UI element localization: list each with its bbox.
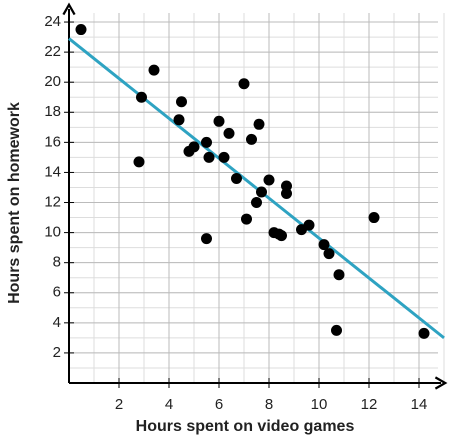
point: [183, 145, 195, 157]
x-axis-title: Hours spent on video games: [136, 418, 355, 435]
x-tick-label: 4: [165, 396, 173, 413]
y-tick-label: 6: [53, 284, 61, 301]
point: [281, 180, 292, 192]
point: [133, 156, 145, 168]
y-tick-label: 4: [53, 314, 61, 331]
point: [276, 230, 287, 242]
point: [75, 24, 87, 36]
x-tick-label: 2: [115, 396, 123, 413]
point: [251, 197, 262, 209]
point: [418, 327, 430, 339]
y-tick-label: 24: [44, 13, 61, 30]
x-tick-label: 14: [411, 396, 428, 413]
y-tick-label: 18: [44, 103, 61, 120]
y-tick-label: 22: [44, 43, 61, 60]
point: [223, 127, 235, 139]
x-tick-label: 8: [265, 396, 273, 413]
point: [263, 174, 275, 186]
point: [231, 172, 242, 184]
y-tick-label: 14: [44, 163, 61, 180]
point: [333, 269, 345, 281]
point: [173, 114, 185, 126]
y-tick-label: 16: [44, 133, 61, 150]
x-tick-label: 10: [311, 396, 328, 413]
point: [281, 187, 292, 199]
y-tick-label: 10: [44, 224, 61, 241]
point: [256, 186, 267, 198]
point: [201, 233, 212, 245]
point: [318, 239, 330, 251]
x-tick-label: 6: [215, 396, 223, 413]
point: [201, 136, 212, 148]
x-tick-label: 12: [361, 396, 378, 413]
point: [213, 115, 225, 127]
point: [203, 151, 215, 163]
y-tick-label: 12: [44, 193, 61, 210]
y-tick-label: 2: [53, 344, 61, 361]
point: [176, 96, 187, 108]
point: [238, 78, 250, 90]
point: [246, 133, 257, 145]
grid: [69, 13, 445, 383]
y-tick-label: 8: [53, 254, 61, 271]
point: [253, 118, 265, 130]
y-axis-title: Hours spent on homework: [6, 102, 23, 304]
y-tick-label: 20: [44, 73, 61, 90]
point: [368, 212, 380, 224]
point: [148, 64, 160, 76]
trend-line: [68, 37, 445, 340]
point: [218, 151, 230, 163]
point: [136, 91, 147, 103]
point: [323, 248, 335, 260]
point: [303, 219, 315, 231]
point: [331, 324, 342, 336]
point: [241, 213, 252, 225]
